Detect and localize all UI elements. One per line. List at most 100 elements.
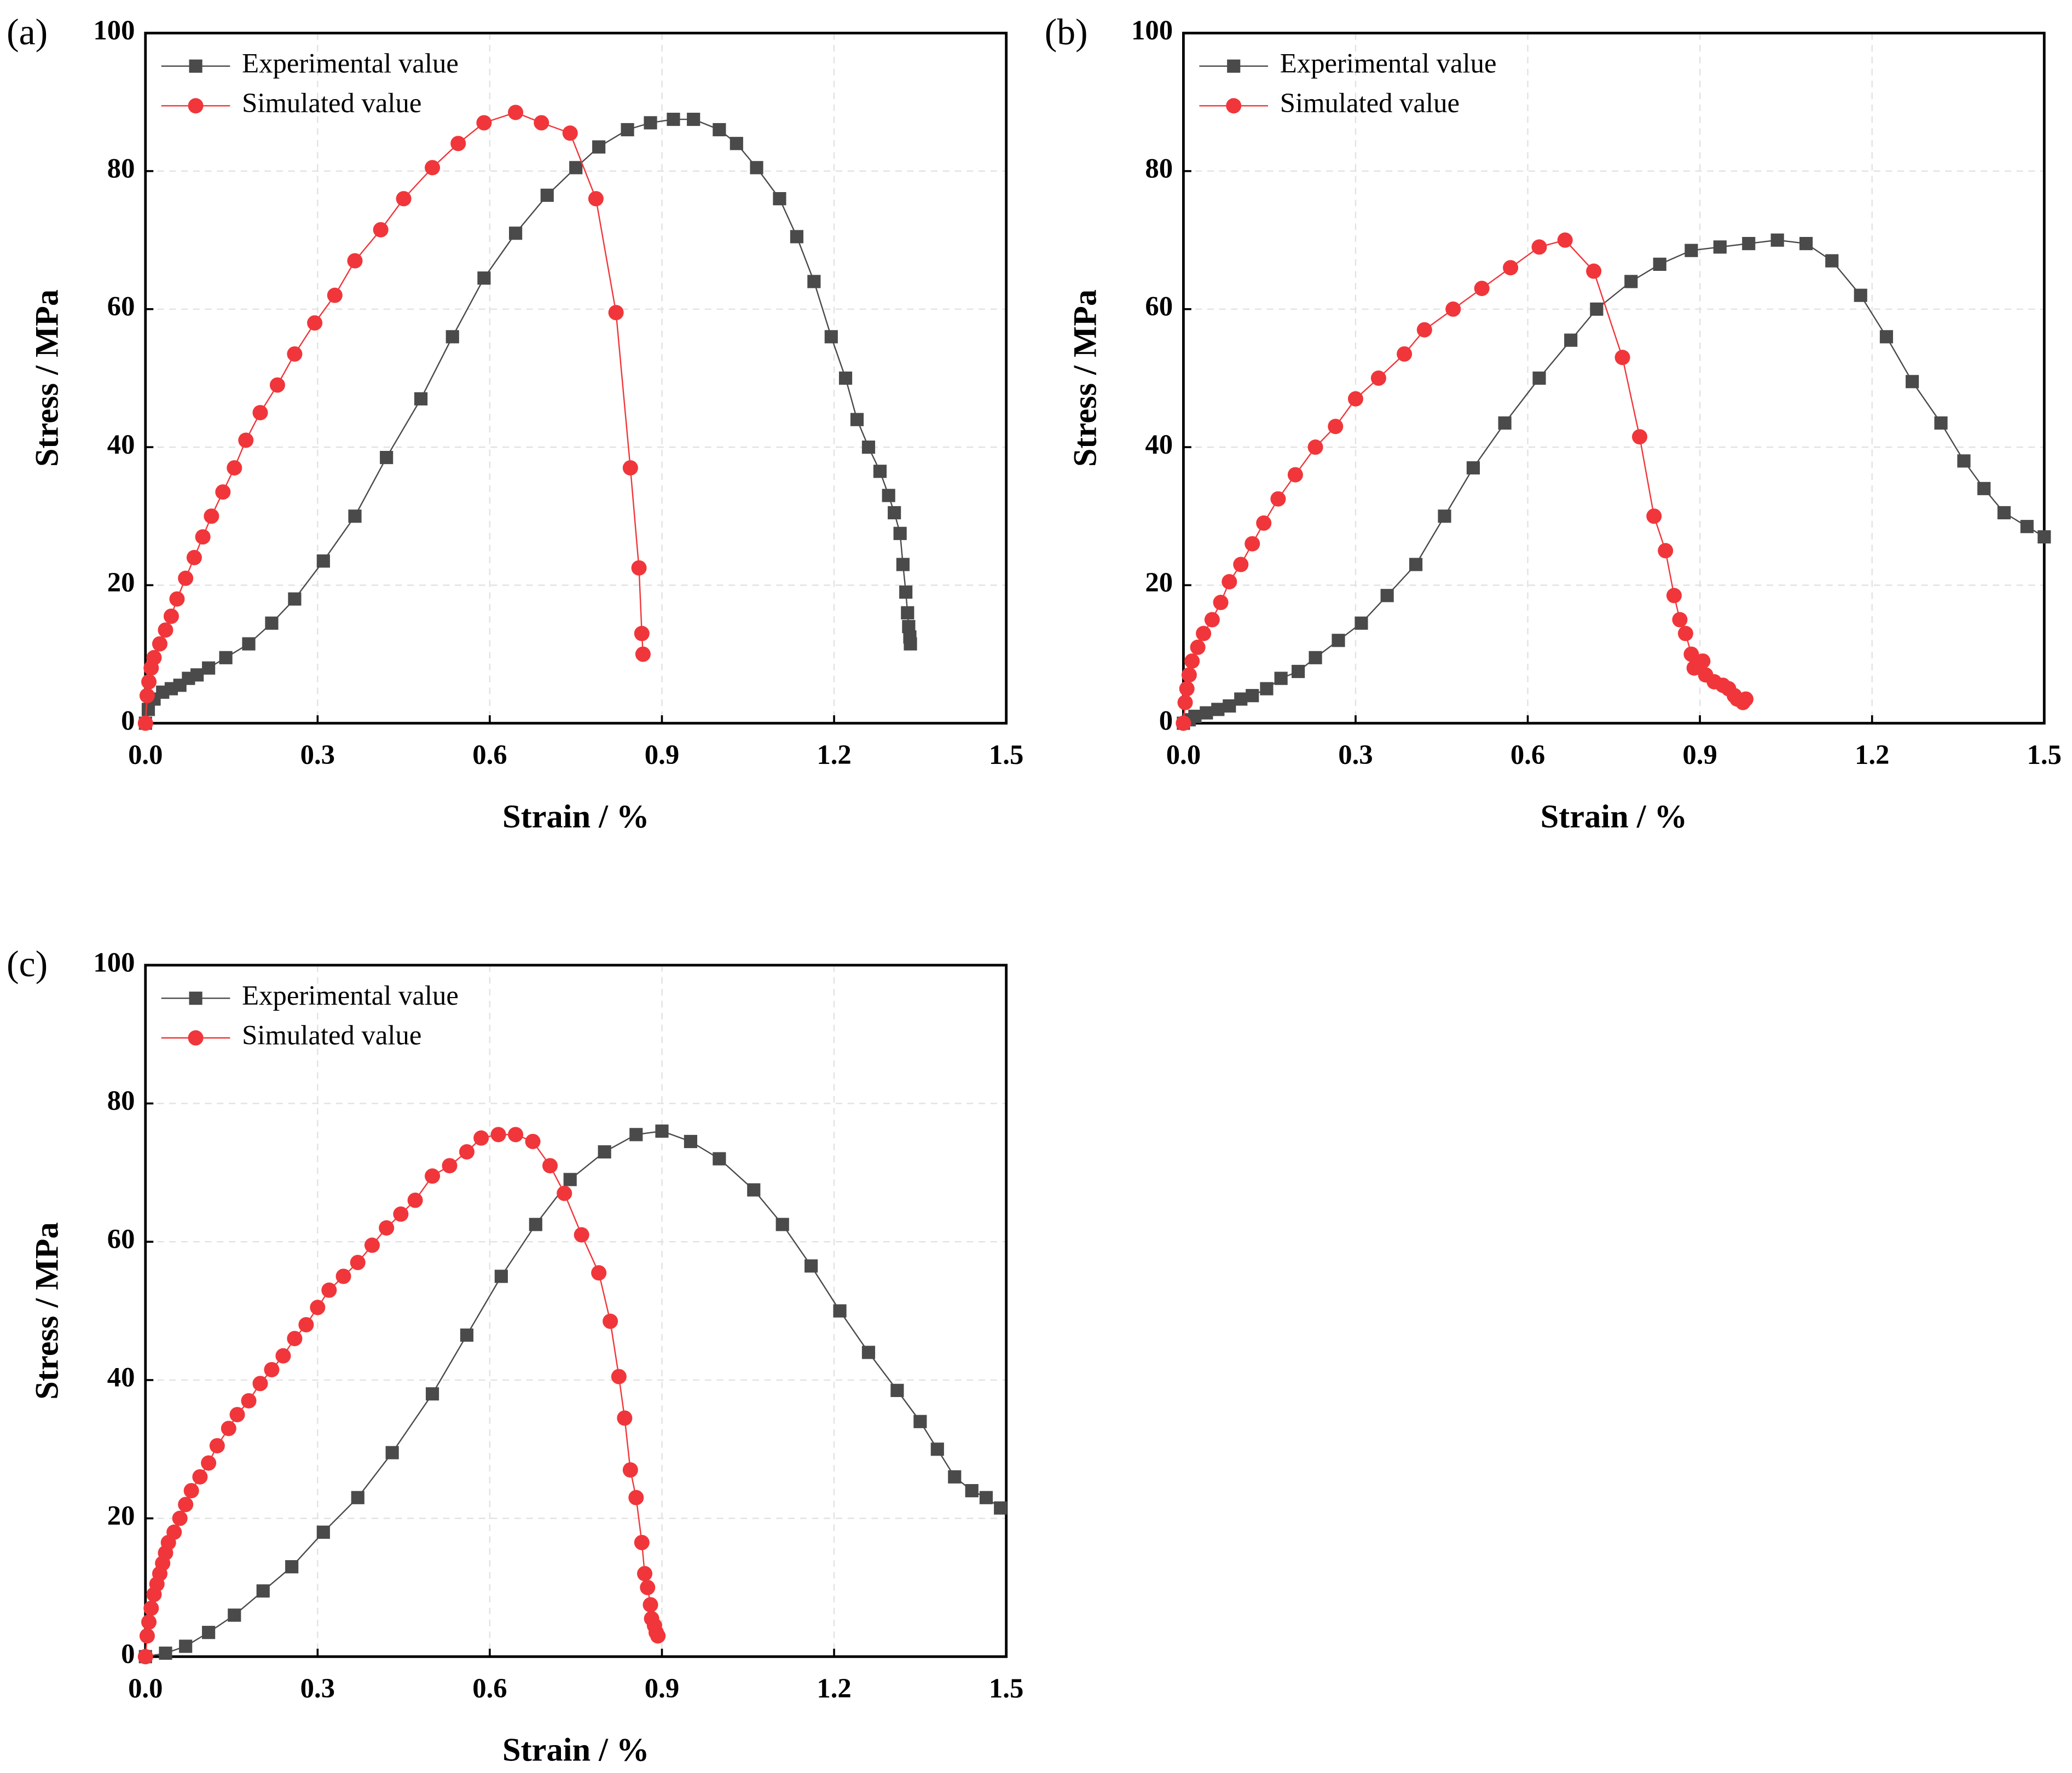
marker	[209, 1438, 225, 1453]
y-tick-label: 80	[107, 153, 135, 183]
marker	[146, 650, 162, 665]
marker	[178, 570, 194, 586]
marker	[1977, 482, 1991, 495]
legend-label: Experimental value	[242, 980, 459, 1011]
marker	[1274, 671, 1288, 685]
marker	[1503, 260, 1519, 276]
marker	[1997, 506, 2011, 520]
marker	[393, 1206, 409, 1222]
marker	[1906, 375, 1919, 389]
marker	[617, 1410, 633, 1426]
marker	[637, 1566, 653, 1581]
y-axis-label: Stress / MPa	[29, 289, 66, 467]
marker	[1179, 681, 1195, 697]
marker	[655, 1124, 669, 1138]
marker	[525, 1133, 541, 1149]
marker	[899, 585, 913, 599]
marker	[790, 230, 803, 244]
marker	[611, 1369, 627, 1384]
y-tick-label: 60	[107, 291, 135, 322]
marker	[1713, 240, 1727, 254]
marker	[634, 1534, 650, 1550]
marker	[948, 1470, 962, 1484]
marker	[1799, 237, 1813, 251]
marker	[179, 1639, 193, 1653]
marker	[562, 125, 578, 141]
legend-marker	[189, 59, 202, 73]
y-tick-label: 100	[93, 947, 135, 977]
marker	[833, 1304, 847, 1318]
marker	[178, 1497, 194, 1513]
marker	[204, 508, 219, 524]
marker	[373, 222, 389, 237]
marker	[574, 1227, 589, 1243]
marker	[893, 526, 907, 540]
y-tick-label: 20	[1145, 567, 1173, 598]
marker	[460, 1328, 474, 1342]
marker	[850, 413, 864, 426]
y-axis-label: Stress / MPa	[29, 1222, 66, 1399]
legend-label: Simulated value	[1280, 88, 1460, 118]
x-tick-label: 1.2	[817, 1673, 851, 1704]
marker	[1181, 667, 1197, 683]
marker	[888, 506, 901, 520]
x-tick-label: 0.6	[472, 739, 507, 770]
marker	[1854, 288, 1867, 302]
marker	[1397, 346, 1413, 362]
marker	[265, 616, 279, 630]
marker	[139, 688, 155, 704]
legend-marker	[1226, 98, 1242, 114]
marker	[494, 1270, 508, 1283]
marker	[347, 253, 363, 269]
marker	[509, 227, 523, 240]
marker	[1270, 491, 1286, 507]
marker	[640, 1579, 656, 1596]
marker	[252, 405, 268, 421]
marker	[1586, 263, 1602, 279]
marker	[477, 271, 491, 285]
marker	[143, 1600, 159, 1616]
marker	[904, 637, 917, 651]
marker	[414, 392, 428, 405]
marker	[930, 1442, 944, 1456]
series-line	[145, 1130, 1001, 1658]
marker	[285, 1560, 299, 1574]
marker	[667, 112, 680, 126]
marker	[861, 1346, 876, 1359]
marker	[425, 1168, 441, 1184]
marker	[608, 305, 624, 321]
panel-label: (a)	[7, 11, 48, 53]
marker	[442, 1158, 458, 1174]
marker	[1683, 646, 1699, 662]
marker	[287, 1331, 303, 1347]
marker	[1532, 371, 1546, 385]
x-tick-label: 0.0	[1166, 739, 1201, 770]
marker	[1200, 706, 1213, 720]
y-tick-label: 20	[107, 1500, 135, 1531]
marker	[1204, 612, 1220, 628]
marker	[557, 1185, 572, 1201]
marker	[163, 609, 179, 624]
plot-frame	[144, 32, 1008, 725]
x-tick-label: 0.3	[300, 739, 335, 770]
marker	[321, 1282, 337, 1298]
marker	[1564, 333, 1578, 347]
marker	[425, 1387, 439, 1401]
marker	[838, 371, 853, 385]
marker	[473, 1130, 489, 1146]
x-tick-label: 1.5	[989, 1673, 1023, 1704]
marker	[730, 137, 743, 150]
y-tick-label: 100	[1131, 15, 1173, 45]
marker	[773, 192, 786, 206]
marker	[824, 330, 838, 344]
marker	[238, 432, 254, 448]
marker	[1355, 616, 1368, 630]
legend-label: Experimental value	[1280, 48, 1497, 78]
marker	[508, 105, 524, 120]
y-tick-label: 60	[1145, 291, 1173, 322]
marker	[1416, 322, 1432, 338]
marker	[1672, 612, 1688, 628]
x-tick-label: 1.2	[1855, 739, 1889, 770]
marker	[202, 1626, 216, 1639]
marker	[195, 529, 211, 545]
